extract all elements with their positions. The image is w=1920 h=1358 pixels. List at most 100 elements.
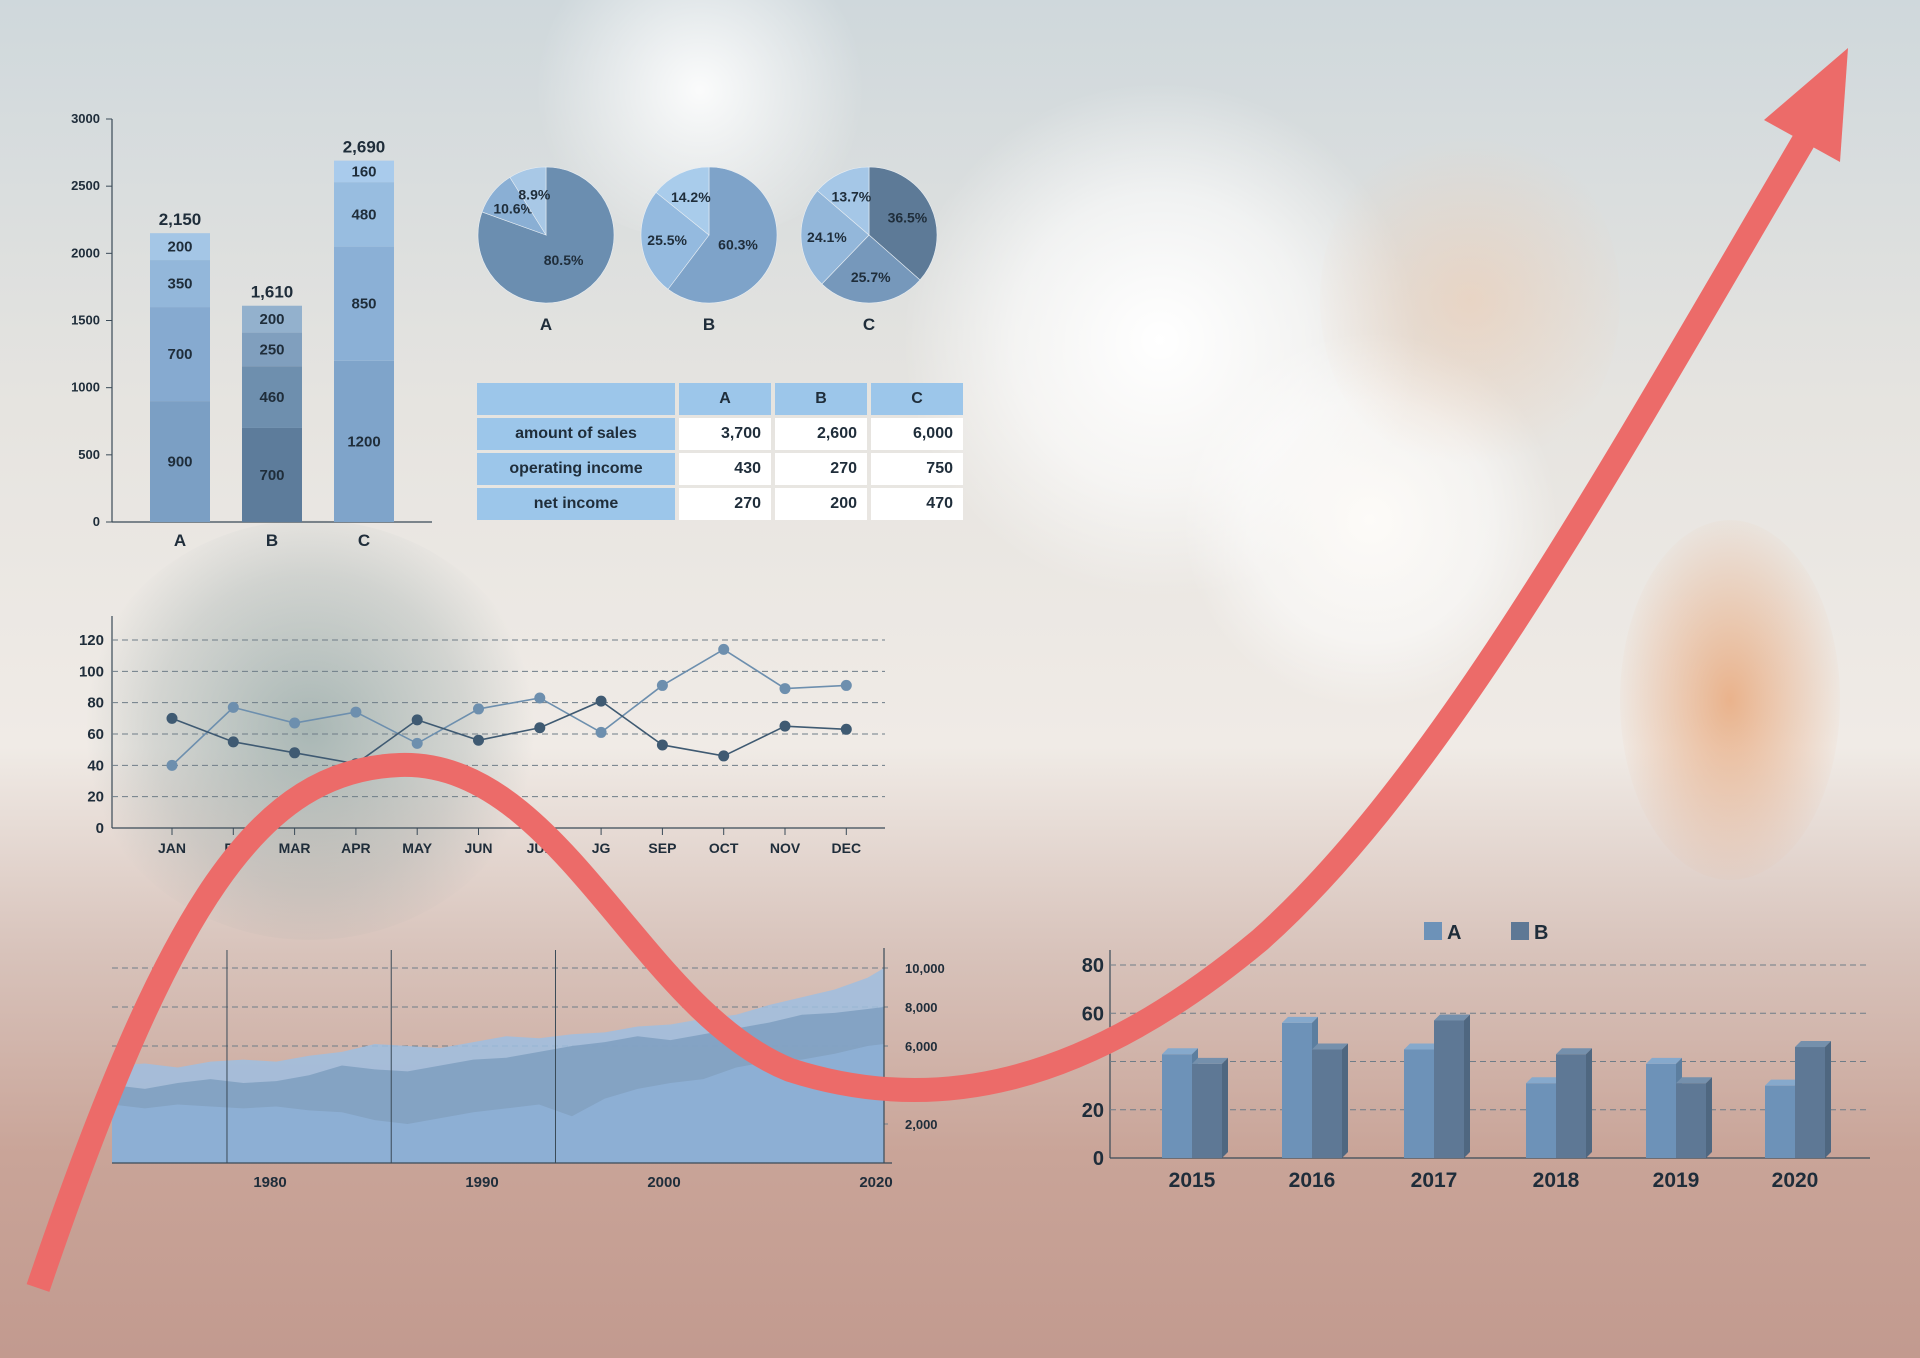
- x-category-label: A: [174, 531, 186, 550]
- grouped-bar: [1765, 1085, 1795, 1158]
- line-point: [656, 739, 668, 751]
- line-point: [227, 736, 239, 748]
- x-category-label: 2018: [1533, 1169, 1580, 1192]
- grouped-bar-top: [1282, 1016, 1318, 1023]
- segment-label: 700: [259, 467, 284, 484]
- table-cell: 750: [871, 453, 963, 485]
- pie-slice: [509, 166, 547, 237]
- x-category-label: B: [266, 531, 278, 550]
- line-point: [411, 737, 423, 749]
- y-tick-label: 100: [79, 663, 104, 680]
- line-point: [289, 717, 301, 729]
- grouped-bar: [1282, 1022, 1312, 1158]
- table-cell: 3,700: [679, 418, 771, 450]
- y-tick-label: 80: [1082, 955, 1104, 977]
- segment-label: 850: [351, 296, 376, 313]
- pie-slice-label: 24.1%: [807, 229, 847, 245]
- pie-slice: [800, 190, 870, 285]
- x-category-label: C: [358, 531, 370, 550]
- x-tick-label: APR: [341, 840, 371, 856]
- stacked-bar-segment: [150, 260, 210, 308]
- table-cell: 2,600: [775, 418, 867, 450]
- line-point: [473, 734, 484, 746]
- x-category-label: 2016: [1289, 1169, 1336, 1192]
- pie-slice: [655, 166, 710, 236]
- segment-label: 1200: [347, 433, 380, 450]
- line-point: [534, 692, 546, 704]
- x-tick-label: MAR: [279, 840, 311, 856]
- grouped-bar: [1646, 1063, 1676, 1158]
- x-tick-label: MAY: [402, 840, 432, 856]
- segment-label: 200: [167, 239, 192, 256]
- grouped-bar: [1404, 1049, 1434, 1158]
- segment-label: 350: [167, 276, 192, 293]
- table-cell: 6,000: [871, 418, 963, 450]
- segment-label: 460: [259, 389, 284, 406]
- stacked-bar-segment: [242, 305, 302, 333]
- x-tick-label: JAN: [158, 840, 186, 856]
- segment-label: 480: [351, 206, 376, 223]
- grouped-bar: [1192, 1063, 1222, 1158]
- pie-slice-label: 25.7%: [851, 269, 891, 285]
- table-corner-cell: [477, 383, 675, 415]
- grouped-bar: [1676, 1083, 1706, 1158]
- y-tick-label: 60: [1082, 1003, 1104, 1025]
- table-row: amount of sales 3,700 2,600 6,000: [477, 418, 963, 450]
- legend-swatch: [1511, 922, 1529, 940]
- grouped-bar-top: [1162, 1048, 1198, 1055]
- pie-slice-label: 25.5%: [647, 232, 687, 248]
- table-column-header: A: [679, 383, 771, 415]
- line-point: [840, 723, 852, 735]
- y-tick-label: 0: [96, 820, 104, 837]
- table-column-header: B: [775, 383, 867, 415]
- table-row: operating income 430 270 750: [477, 453, 963, 485]
- grouped-bar-side: [1586, 1048, 1592, 1158]
- line-point: [840, 679, 852, 691]
- grouped-bar-top: [1795, 1041, 1831, 1048]
- line-point: [227, 701, 239, 713]
- pie-slice-label: 14.2%: [671, 189, 711, 205]
- segment-label: 200: [259, 311, 284, 328]
- line-point: [656, 679, 668, 691]
- pie-slice-label: 80.5%: [544, 252, 584, 268]
- x-category-label: 2019: [1653, 1169, 1700, 1192]
- x-tick-label: OCT: [709, 840, 739, 856]
- grouped-bar: [1556, 1054, 1586, 1158]
- stacked-bar-segment: [242, 332, 302, 367]
- line-point: [350, 706, 362, 718]
- x-tick-label: DEC: [832, 840, 862, 856]
- y-tick-label: 500: [78, 447, 100, 462]
- line-point: [166, 759, 178, 771]
- line-series: [171, 700, 847, 765]
- grouped-bar: [1434, 1020, 1464, 1158]
- y-tick-label: 2500: [71, 178, 100, 193]
- table-cell: 270: [679, 488, 771, 520]
- pie-slice-label: 13.7%: [832, 189, 872, 205]
- y-tick-label: 0: [93, 514, 100, 529]
- line-point: [779, 720, 791, 732]
- y-tick-label: 1000: [71, 380, 100, 395]
- pie-slice: [640, 191, 710, 290]
- y-tick-label: 2,000: [905, 1117, 938, 1132]
- x-tick-label: NOV: [770, 840, 801, 856]
- line-point: [411, 714, 423, 726]
- pie-slice-label: 60.3%: [718, 237, 758, 253]
- bar-total-label: 2,690: [343, 138, 386, 157]
- legend-swatch: [1424, 922, 1442, 940]
- grouped-bar: [1526, 1083, 1556, 1158]
- line-point: [595, 695, 607, 707]
- y-tick-label: 120: [79, 632, 104, 649]
- y-tick-label: 80: [87, 695, 104, 712]
- grouped-bar-side: [1706, 1077, 1712, 1158]
- grouped-bar-side: [1222, 1057, 1228, 1158]
- line-point: [595, 726, 607, 738]
- area-series: [112, 1044, 884, 1163]
- pie-slice: [667, 166, 778, 304]
- y-tick-label: 2000: [71, 245, 100, 260]
- grouped-bar-side: [1342, 1043, 1348, 1158]
- grouped-bar: [1312, 1049, 1342, 1158]
- grouped-bar-top: [1312, 1043, 1348, 1050]
